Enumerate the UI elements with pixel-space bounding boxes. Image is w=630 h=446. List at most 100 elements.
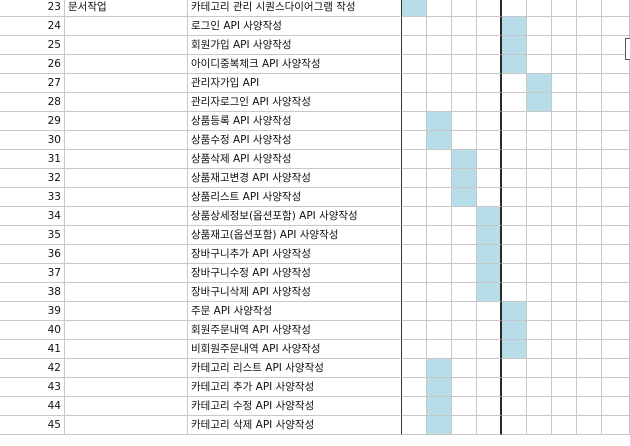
category-cell[interactable] (65, 188, 188, 207)
task-cell[interactable]: 비회원주문내역 API 사양작성 (188, 340, 402, 359)
timeline-cell[interactable] (602, 169, 630, 188)
timeline-cell[interactable] (552, 188, 577, 207)
timeline-cell[interactable] (477, 131, 502, 150)
timeline-cell[interactable] (477, 321, 502, 340)
timeline-cell[interactable] (452, 131, 477, 150)
gantt-bar-cell[interactable] (427, 131, 452, 150)
timeline-cell[interactable] (452, 112, 477, 131)
timeline-cell[interactable] (602, 112, 630, 131)
timeline-cell[interactable] (527, 378, 552, 397)
task-cell[interactable]: 상품상세정보(옵션포함) API 사양작성 (188, 207, 402, 226)
gantt-bar-cell[interactable] (477, 283, 502, 302)
timeline-cell[interactable] (577, 188, 602, 207)
gantt-bar-cell[interactable] (502, 340, 527, 359)
timeline-cell[interactable] (427, 36, 452, 55)
timeline-cell[interactable] (552, 416, 577, 435)
task-cell[interactable]: 상품재고(옵션포함) API 사양작성 (188, 226, 402, 245)
gantt-bar-cell[interactable] (502, 302, 527, 321)
row-number-cell[interactable]: 34 (0, 207, 65, 226)
timeline-cell[interactable] (577, 245, 602, 264)
timeline-cell[interactable] (577, 378, 602, 397)
timeline-cell[interactable] (527, 55, 552, 74)
row-number-cell[interactable]: 27 (0, 74, 65, 93)
timeline-cell[interactable] (552, 321, 577, 340)
timeline-cell[interactable] (402, 378, 427, 397)
gantt-bar-cell[interactable] (527, 74, 552, 93)
timeline-cell[interactable] (502, 264, 527, 283)
timeline-cell[interactable] (402, 131, 427, 150)
row-number-cell[interactable]: 36 (0, 245, 65, 264)
category-cell[interactable] (65, 55, 188, 74)
category-cell[interactable] (65, 340, 188, 359)
timeline-cell[interactable] (577, 169, 602, 188)
gantt-bar-cell[interactable] (402, 0, 427, 17)
task-cell[interactable]: 상품등록 API 사양작성 (188, 112, 402, 131)
gantt-bar-cell[interactable] (452, 188, 477, 207)
category-cell[interactable] (65, 264, 188, 283)
category-cell[interactable] (65, 226, 188, 245)
timeline-cell[interactable] (477, 416, 502, 435)
timeline-cell[interactable] (527, 188, 552, 207)
timeline-cell[interactable] (477, 74, 502, 93)
task-cell[interactable]: 카테고리 삭제 API 사양작성 (188, 416, 402, 435)
timeline-cell[interactable] (452, 359, 477, 378)
timeline-cell[interactable] (577, 131, 602, 150)
row-number-cell[interactable]: 26 (0, 55, 65, 74)
timeline-cell[interactable] (427, 169, 452, 188)
timeline-cell[interactable] (552, 131, 577, 150)
timeline-cell[interactable] (527, 397, 552, 416)
timeline-cell[interactable] (402, 55, 427, 74)
task-cell[interactable]: 카테고리 수정 API 사양작성 (188, 397, 402, 416)
timeline-cell[interactable] (527, 17, 552, 36)
timeline-cell[interactable] (402, 207, 427, 226)
timeline-cell[interactable] (527, 36, 552, 55)
timeline-cell[interactable] (502, 359, 527, 378)
category-cell[interactable] (65, 359, 188, 378)
task-cell[interactable]: 회원가입 API 사양작성 (188, 36, 402, 55)
timeline-cell[interactable] (602, 397, 630, 416)
row-number-cell[interactable]: 45 (0, 416, 65, 435)
gantt-bar-cell[interactable] (477, 264, 502, 283)
category-cell[interactable] (65, 283, 188, 302)
category-cell[interactable] (65, 150, 188, 169)
timeline-cell[interactable] (427, 55, 452, 74)
timeline-cell[interactable] (527, 112, 552, 131)
task-cell[interactable]: 장바구니수정 API 사양작성 (188, 264, 402, 283)
row-number-cell[interactable]: 24 (0, 17, 65, 36)
task-cell[interactable]: 로그인 API 사양작성 (188, 17, 402, 36)
row-number-cell[interactable]: 39 (0, 302, 65, 321)
timeline-cell[interactable] (552, 0, 577, 17)
gantt-bar-cell[interactable] (477, 226, 502, 245)
timeline-cell[interactable] (577, 112, 602, 131)
row-number-cell[interactable]: 44 (0, 397, 65, 416)
category-cell[interactable] (65, 17, 188, 36)
timeline-cell[interactable] (527, 416, 552, 435)
timeline-cell[interactable] (427, 17, 452, 36)
timeline-cell[interactable] (502, 0, 527, 17)
timeline-cell[interactable] (552, 74, 577, 93)
timeline-cell[interactable] (452, 264, 477, 283)
timeline-cell[interactable] (427, 188, 452, 207)
timeline-cell[interactable] (602, 74, 630, 93)
timeline-cell[interactable] (477, 340, 502, 359)
timeline-cell[interactable] (602, 283, 630, 302)
timeline-cell[interactable] (552, 264, 577, 283)
timeline-cell[interactable] (477, 302, 502, 321)
timeline-cell[interactable] (402, 264, 427, 283)
timeline-cell[interactable] (402, 340, 427, 359)
timeline-cell[interactable] (527, 264, 552, 283)
timeline-cell[interactable] (577, 226, 602, 245)
gantt-bar-cell[interactable] (427, 112, 452, 131)
timeline-cell[interactable] (452, 397, 477, 416)
timeline-cell[interactable] (427, 0, 452, 17)
row-number-cell[interactable]: 28 (0, 93, 65, 112)
timeline-cell[interactable] (552, 378, 577, 397)
timeline-cell[interactable] (577, 340, 602, 359)
timeline-cell[interactable] (577, 302, 602, 321)
timeline-cell[interactable] (527, 150, 552, 169)
timeline-cell[interactable] (552, 302, 577, 321)
task-cell[interactable]: 주문 API 사양작성 (188, 302, 402, 321)
row-number-cell[interactable]: 31 (0, 150, 65, 169)
task-cell[interactable]: 상품수정 API 사양작성 (188, 131, 402, 150)
timeline-cell[interactable] (527, 245, 552, 264)
